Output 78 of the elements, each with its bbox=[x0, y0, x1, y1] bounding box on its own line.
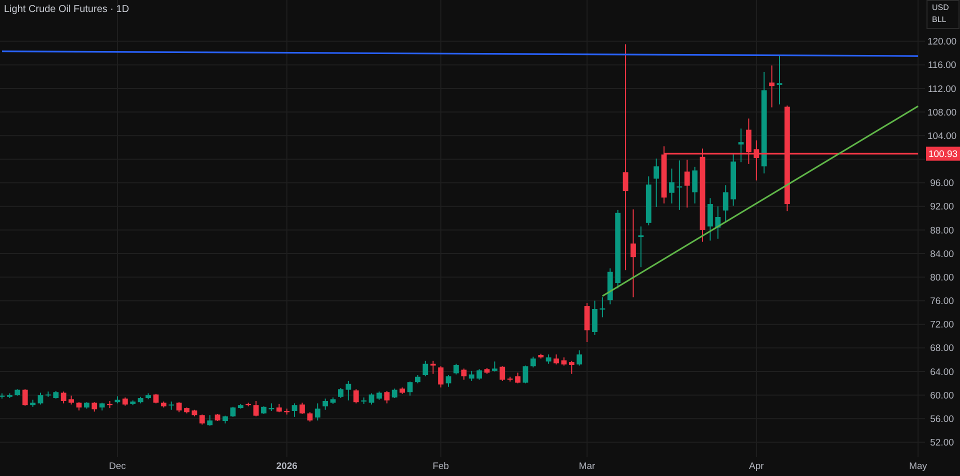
x-tick-label: 2026 bbox=[276, 461, 298, 472]
y-tick-label: 96.00 bbox=[930, 178, 954, 190]
candlestick bbox=[438, 366, 444, 388]
annotation: 100.93 bbox=[928, 149, 958, 160]
candlestick bbox=[468, 370, 474, 382]
y-tick-label: 120.00 bbox=[927, 36, 957, 48]
candlestick bbox=[530, 356, 536, 368]
candlestick bbox=[338, 388, 344, 399]
text: USD bbox=[932, 3, 950, 12]
y-tick-label: 52.00 bbox=[930, 438, 954, 449]
candlestick bbox=[300, 402, 305, 414]
y-tick-label: 72.00 bbox=[930, 320, 954, 331]
y-tick-label: 112.00 bbox=[928, 84, 956, 95]
y-tick-label: 68.00 bbox=[930, 343, 954, 354]
candlestick bbox=[622, 44, 628, 271]
candlestick bbox=[207, 414, 213, 426]
y-tick-label: 84.00 bbox=[930, 248, 954, 260]
candlestick bbox=[546, 354, 552, 364]
y-tick-label: 92.00 bbox=[930, 202, 954, 213]
y-tick-label: 60.00 bbox=[930, 390, 954, 402]
candlestick bbox=[722, 184, 728, 222]
candlestick bbox=[692, 166, 698, 204]
candlestick bbox=[708, 198, 713, 242]
y-tick-label: 64.00 bbox=[930, 366, 954, 378]
candlestick bbox=[22, 388, 28, 406]
y-tick-label: 108.00 bbox=[927, 107, 957, 118]
candlestick bbox=[253, 400, 259, 417]
candlestick bbox=[515, 372, 520, 384]
candlestick bbox=[199, 414, 205, 426]
candlestick bbox=[153, 393, 159, 404]
candlestick bbox=[476, 368, 482, 380]
candlestick bbox=[446, 374, 452, 388]
candlestick bbox=[568, 360, 574, 374]
y-tick-label: 104.00 bbox=[927, 130, 957, 142]
y-tick-label: 76.00 bbox=[930, 296, 954, 308]
candlestick bbox=[353, 388, 359, 404]
candlestick bbox=[307, 412, 313, 422]
candlestick bbox=[392, 388, 398, 399]
candlestick bbox=[576, 350, 582, 366]
y-tick-label: 88.00 bbox=[930, 225, 954, 236]
y-tick-label: 80.00 bbox=[930, 272, 954, 284]
candlestick bbox=[461, 368, 467, 380]
candlestick bbox=[322, 398, 328, 410]
candlestick bbox=[60, 391, 66, 404]
candlestick bbox=[554, 354, 559, 365]
candlestick bbox=[630, 208, 636, 298]
candlestick bbox=[522, 365, 528, 384]
candlestick bbox=[230, 406, 236, 418]
text: BLL bbox=[932, 15, 947, 24]
candlestick bbox=[407, 381, 413, 396]
candlestick bbox=[168, 401, 174, 410]
candlestick bbox=[684, 159, 690, 208]
x-tick-label: Dec bbox=[109, 461, 126, 472]
x-tick-label: Apr bbox=[749, 461, 764, 472]
x-tick-label: Feb bbox=[432, 461, 449, 472]
candlestick bbox=[368, 392, 374, 406]
candlestick bbox=[176, 402, 182, 413]
candlestick bbox=[384, 390, 390, 404]
y-tick-label: 116.00 bbox=[928, 60, 956, 72]
candlestick bbox=[592, 300, 598, 336]
candlestick bbox=[500, 366, 506, 382]
candlestick bbox=[38, 392, 44, 406]
y-tick-label: 56.00 bbox=[930, 414, 954, 425]
candlestick bbox=[346, 380, 352, 401]
candlestick bbox=[776, 56, 782, 105]
candlestick bbox=[92, 402, 98, 412]
candlestick bbox=[422, 360, 428, 377]
candlestick bbox=[492, 360, 498, 372]
x-tick-label: May bbox=[909, 461, 928, 472]
candlestick bbox=[314, 402, 320, 421]
candlestick bbox=[654, 158, 660, 208]
candlestick bbox=[292, 402, 298, 418]
candlestick bbox=[453, 363, 459, 375]
candlestick bbox=[738, 128, 744, 163]
candlestick bbox=[769, 64, 775, 108]
candlestick bbox=[669, 168, 674, 204]
x-tick-label: Mar bbox=[578, 461, 596, 472]
chart-title: Light Crude Oil Futures · 1D bbox=[4, 4, 130, 15]
